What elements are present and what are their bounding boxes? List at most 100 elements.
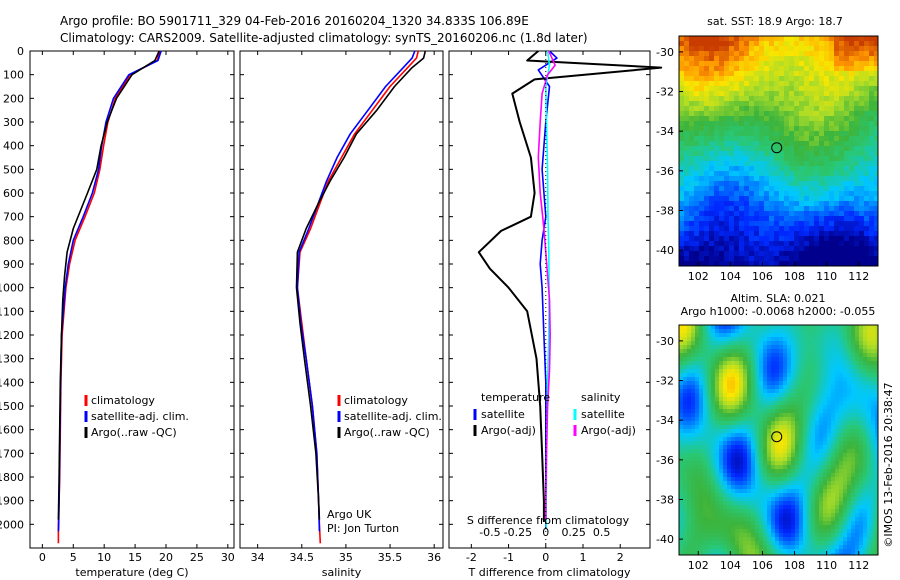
map-cell [804,71,809,76]
map-cell [839,361,843,365]
map-cell [867,501,871,505]
map-cell [791,533,795,537]
map-cell [875,509,878,513]
map-cell [831,441,835,445]
map-cell [831,421,835,425]
map-cell [724,101,729,106]
map-cell [807,353,811,357]
map-cell [779,246,784,251]
map-cell [874,101,878,106]
map-cell [739,361,743,365]
map-cell [829,196,834,201]
map-cell [839,341,843,345]
map-cell [794,131,799,136]
map-cell [843,349,847,353]
map-cell [784,146,789,151]
map-cell [787,485,791,489]
map-cell [874,261,878,266]
map-cell [843,429,847,433]
map-cell [844,56,849,61]
map-cell [784,166,789,171]
map-cell [719,325,723,329]
map-cell [791,341,795,345]
map-cell [835,369,839,373]
map-cell [727,393,731,397]
map-cell [844,176,849,181]
map-cell [843,537,847,541]
map-cell [704,211,709,216]
map-cell [744,91,749,96]
map-cell [774,61,779,66]
map-cell [827,353,831,357]
map-cell [834,186,839,191]
map-cell [854,251,859,256]
map-cell [719,441,723,445]
map-cell [874,106,878,111]
map-cell [759,441,763,445]
map-cell [829,166,834,171]
map-cell [795,517,799,521]
map-cell [735,329,739,333]
map-cell [764,261,769,266]
map-cell [847,353,851,357]
map-cell [735,381,739,385]
map-cell [759,231,764,236]
map-cell [815,397,819,401]
map-cell [839,96,844,101]
map-cell [823,549,827,553]
map-cell [679,186,684,191]
map-cell [679,385,683,389]
map-cell [687,461,691,465]
map-cell [719,181,724,186]
map-cell [724,206,729,211]
map-cell [743,373,747,377]
map-cell [779,513,783,517]
map-cell [779,121,784,126]
map-cell [755,389,759,393]
map-cell [804,226,809,231]
map-cell [711,365,715,369]
map-cell [687,385,691,389]
map-cell [683,365,687,369]
map-cell [755,333,759,337]
map-cell [771,413,775,417]
map-cell [867,541,871,545]
map-cell [863,393,867,397]
map-cell [694,116,699,121]
map-cell [779,529,783,533]
map-cell [715,545,719,549]
map-cell [731,329,735,333]
y-tick-label: 1400 [0,376,24,389]
map-cell [851,465,855,469]
map-cell [763,413,767,417]
map-cell [764,121,769,126]
map-cell [809,221,814,226]
map-cell [699,521,703,525]
map-cell [803,417,807,421]
map-cell [771,421,775,425]
map-cell [794,261,799,266]
map-cell [849,91,854,96]
map-cell [719,417,723,421]
map-cell [724,41,729,46]
map-cell [779,51,784,56]
map-cell [735,345,739,349]
map-cell [734,161,739,166]
map-cell [799,441,803,445]
s-scale-tick-label: -0.25 [504,526,532,539]
map-cell [695,345,699,349]
map-cell [811,525,815,529]
map-cell [694,71,699,76]
map-cell [874,211,878,216]
map-cell [824,161,829,166]
map-cell [739,501,743,505]
map-cell [851,461,855,465]
map-cell [735,489,739,493]
map-cell [715,441,719,445]
map-cell [811,549,815,553]
map-cell [694,121,699,126]
map-cell [839,86,844,91]
map-cell [715,397,719,401]
map-cell [699,533,703,537]
map-cell [834,96,839,101]
